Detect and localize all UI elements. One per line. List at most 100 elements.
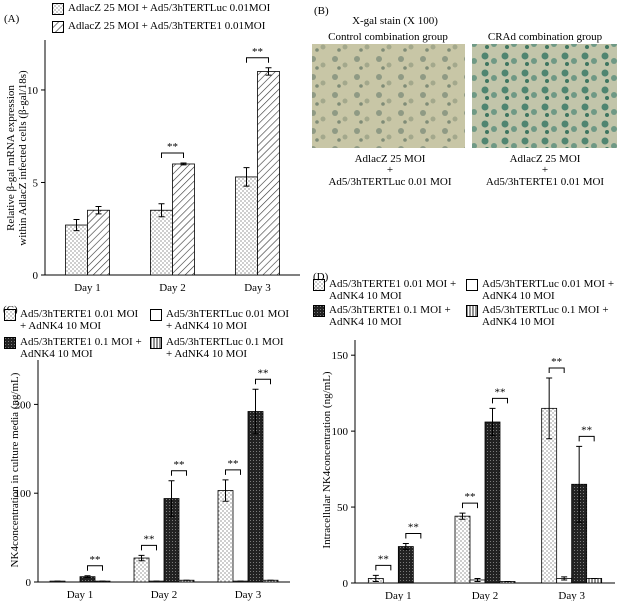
significance-label: ** <box>465 491 476 503</box>
significance-bracket <box>462 502 478 509</box>
legend-swatch <box>150 309 162 321</box>
error-bar <box>73 218 80 232</box>
legend-label: Ad5/3hTERTLuc 0.01 MOI + AdNK4 10 MOI <box>482 278 615 302</box>
significance-label: ** <box>581 424 592 436</box>
error-bar <box>474 577 481 582</box>
significance-label: ** <box>408 522 419 534</box>
legend-entry: Ad5/3hTERTE1 0.01 MOI + AdNK4 10 MOI <box>4 308 144 332</box>
legend-label: Ad5/3hTERTLuc 0.1 MOI + AdNK4 10 MOI <box>166 336 284 360</box>
x-tick-label: Day 2 <box>159 282 186 294</box>
x-tick-label: Day 3 <box>244 282 271 294</box>
legend-entry: Ad5/3hTERTLuc 0.1 MOI + AdNK4 10 MOI <box>150 336 290 360</box>
legend-entry: Ad5/3hTERTLuc 0.1 MOI + AdNK4 10 MOI <box>466 304 616 328</box>
error-bar <box>243 167 250 187</box>
legend-swatch-box <box>466 305 478 317</box>
legend-swatch <box>466 305 478 317</box>
bar <box>397 546 414 584</box>
y-tick-label: 150 <box>332 350 349 362</box>
image-note: + <box>542 164 548 176</box>
bar <box>257 71 280 276</box>
significance-label: ** <box>495 386 506 398</box>
significance-label: ** <box>258 367 269 379</box>
significance-label: ** <box>378 553 389 565</box>
y-axis-label: Relative β-gal mRNA expression <box>5 85 17 231</box>
bar <box>586 578 603 584</box>
legend-swatch-box <box>150 309 162 321</box>
y-tick-label: 0 <box>26 577 32 589</box>
y-axis-label: Intracellular NK4concentration (ng/mL) <box>321 371 333 548</box>
error-bar <box>265 67 272 76</box>
bar <box>484 421 501 584</box>
y-tick-label: 0 <box>33 270 39 282</box>
error-bar <box>546 377 553 440</box>
bar <box>87 209 110 276</box>
y-tick-label: 0 <box>343 578 349 590</box>
legend-swatch <box>313 279 325 291</box>
legend-swatch <box>313 305 325 317</box>
y-tick-label: 5 <box>33 177 39 189</box>
x-tick-label: Day 2 <box>151 589 178 601</box>
significance-bracket <box>548 367 565 373</box>
significance-bracket <box>87 565 103 571</box>
error-bar <box>402 543 409 551</box>
image-caption: Control combination group <box>328 31 448 43</box>
error-bar <box>180 162 187 166</box>
significance-bracket <box>492 397 508 404</box>
x-tick-label: Day 1 <box>385 590 412 601</box>
legend-swatch <box>4 309 16 321</box>
significance-bracket <box>141 544 157 551</box>
significance-label: ** <box>551 356 562 368</box>
x-tick-label: Day 1 <box>67 589 94 601</box>
image-note: Ad5/3hTERTE1 0.01 MOI <box>486 176 605 188</box>
bar <box>150 209 173 276</box>
micrograph-control <box>312 44 465 148</box>
legend-swatch-box <box>466 279 478 291</box>
legend-label: AdlacZ 25 MOI + Ad5/3hTERTE1 0.01MOI <box>68 20 266 32</box>
bar <box>133 557 150 583</box>
bar <box>235 176 258 276</box>
error-bar <box>561 576 568 581</box>
y-axis-label: NK4concentration in culture media (ng/mL… <box>9 372 21 567</box>
error-bar <box>252 388 259 435</box>
significance-label: ** <box>144 533 155 545</box>
legend-label: Ad5/3hTERTLuc 0.01 MOI + AdNK4 10 MOI <box>166 308 290 332</box>
legend-entry: Ad5/3hTERTE1 0.01 MOI + AdNK4 10 MOI <box>313 278 463 302</box>
error-bar <box>459 512 466 520</box>
image-note: AdlacZ 25 MOI <box>355 153 426 165</box>
y-tick-label: 200 <box>15 399 32 411</box>
error-bar <box>489 407 496 437</box>
legend-swatch <box>466 279 478 291</box>
legend-label: Ad5/3hTERTE1 0.01 MOI + AdNK4 10 MOI <box>329 278 457 302</box>
legend-entry: Ad5/3hTERTE1 0.1 MOI + AdNK4 10 MOI <box>313 304 463 328</box>
legend-swatch <box>52 3 64 15</box>
error-bar <box>158 203 165 218</box>
legend-label: Ad5/3hTERTLuc 0.1 MOI + AdNK4 10 MOI <box>482 304 609 328</box>
bar <box>217 490 234 583</box>
legend-label: Ad5/3hTERTE1 0.1 MOI + AdNK4 10 MOI <box>329 304 451 328</box>
image-caption: CRAd combination group <box>488 31 603 43</box>
image-note: + <box>387 164 393 176</box>
significance-label: ** <box>167 141 178 153</box>
error-bar <box>84 575 91 579</box>
significance-bracket <box>405 533 422 539</box>
x-tick-label: Day 1 <box>74 282 101 294</box>
y-tick-label: 100 <box>15 488 32 500</box>
y-tick-label: 100 <box>332 426 349 438</box>
legend-entry: AdlacZ 25 MOI + Ad5/3hTERTLuc 0.01MOI <box>52 2 312 15</box>
legend-swatch-box <box>313 305 325 317</box>
significance-bracket <box>171 470 187 476</box>
legend-swatch-box <box>150 337 162 349</box>
bar <box>247 411 264 583</box>
x-tick-label: Day 2 <box>472 590 499 601</box>
legend-swatch-box <box>52 21 64 33</box>
significance-bracket <box>246 57 269 63</box>
legend-swatch <box>4 337 16 349</box>
y-axis-label: within AdlacZ infected cells (β-gal/18s) <box>17 70 29 246</box>
significance-bracket <box>255 378 271 385</box>
significance-label: ** <box>228 458 239 470</box>
image-note: Ad5/3hTERTLuc 0.01 MOI <box>328 176 451 188</box>
significance-bracket <box>578 435 595 442</box>
image-note: AdlacZ 25 MOI <box>510 153 581 165</box>
error-bar <box>138 554 145 562</box>
